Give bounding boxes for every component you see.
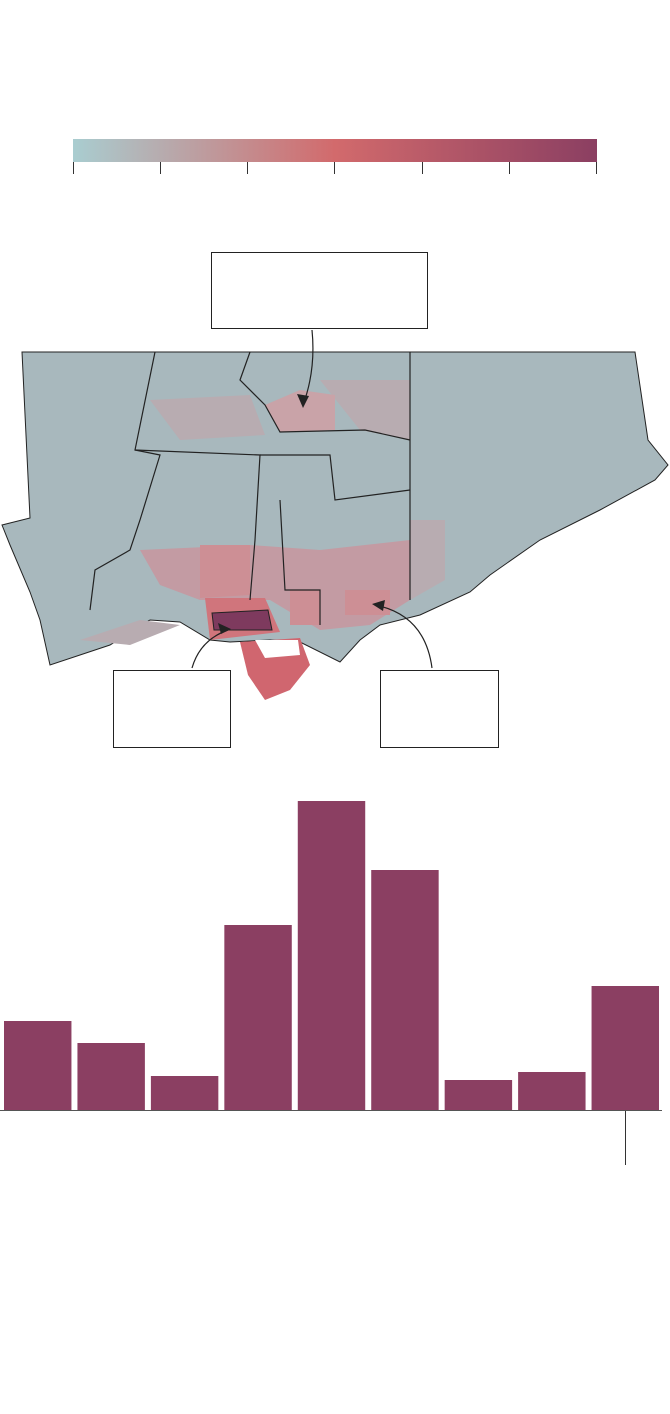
legend-ticks [73, 162, 597, 174]
bar [150, 1076, 219, 1110]
color-legend [73, 139, 597, 174]
bar [77, 1043, 145, 1110]
island-gap [255, 640, 300, 658]
district-borders [89, 351, 411, 625]
map [1, 351, 669, 700]
bar [4, 1021, 72, 1110]
bar [444, 1080, 513, 1110]
bar [224, 925, 292, 1110]
region [80, 380, 445, 645]
arrowheads [218, 394, 385, 634]
bar [518, 1072, 586, 1110]
region [265, 390, 335, 432]
annotation-box [380, 670, 499, 748]
bar [591, 986, 659, 1110]
legend-gradient [73, 139, 597, 162]
region [211, 609, 273, 631]
callouts [113, 252, 499, 748]
annotation-box [211, 252, 428, 329]
bar [371, 870, 439, 1110]
annotation-box [113, 670, 231, 748]
region [200, 545, 390, 625]
bar [297, 801, 366, 1110]
bar-chart [4, 801, 659, 1110]
